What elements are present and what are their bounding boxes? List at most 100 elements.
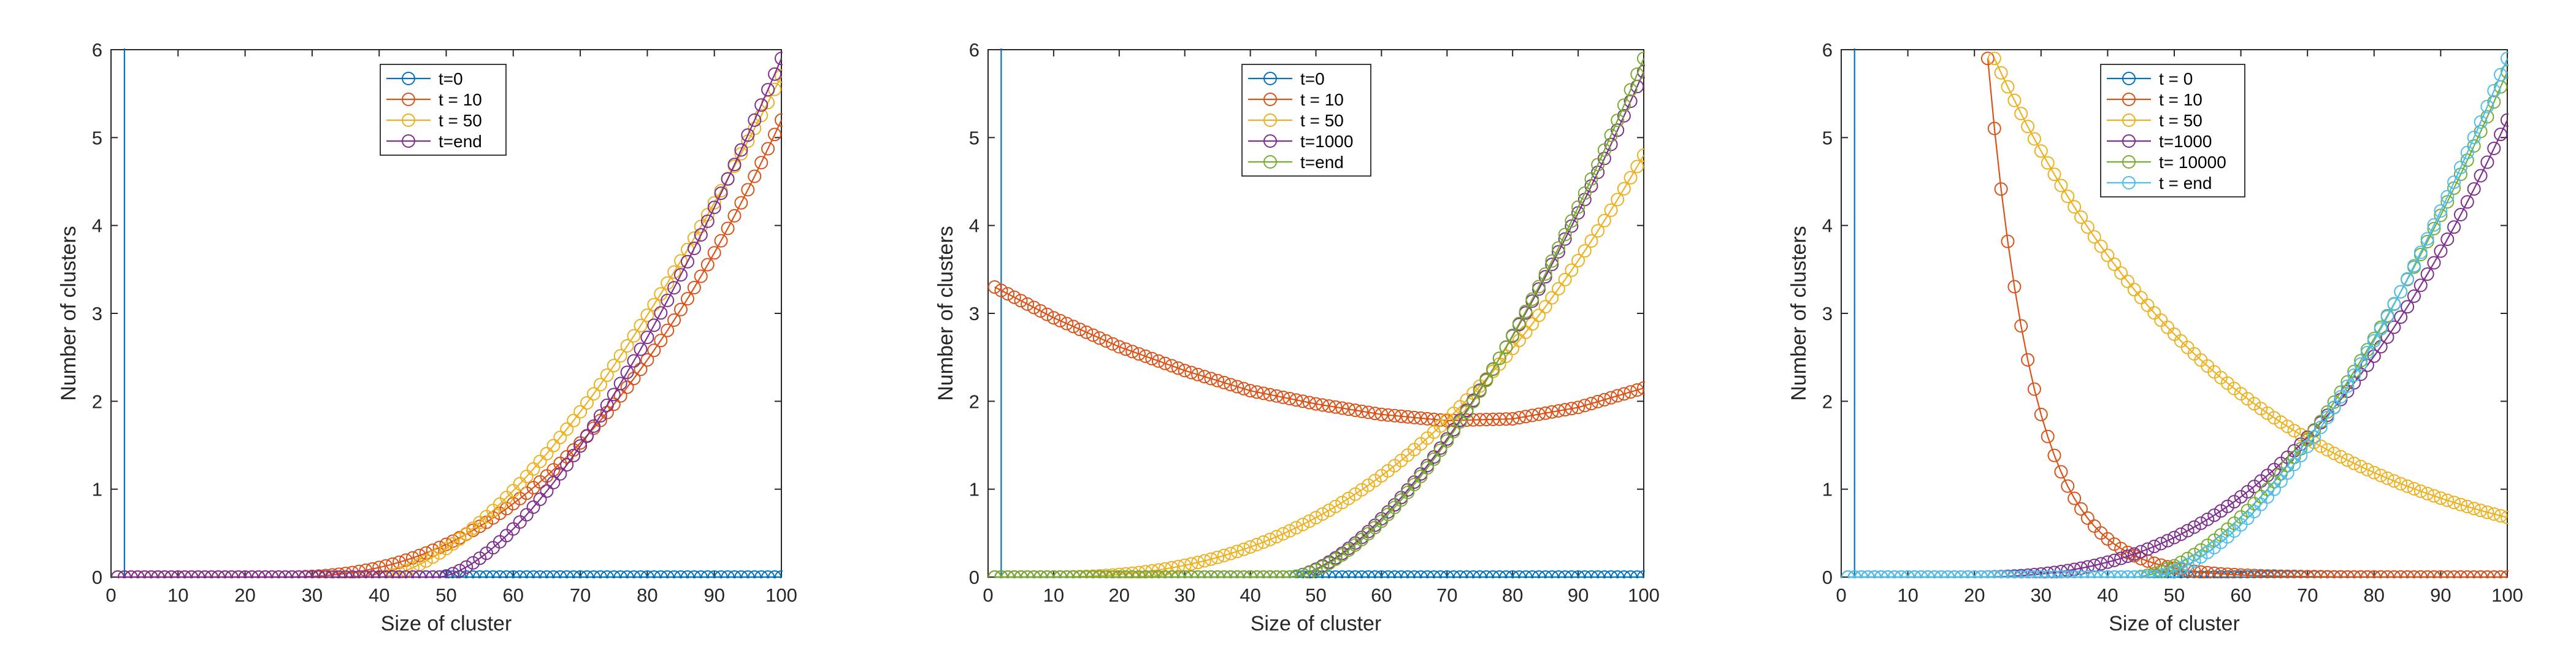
data-point	[1934, 570, 1948, 578]
data-point	[1158, 356, 1172, 370]
data-point	[2220, 570, 2234, 578]
data-point	[2434, 570, 2448, 578]
data-point	[231, 570, 245, 578]
data-point	[393, 555, 406, 569]
data-point	[2347, 376, 2361, 390]
data-point	[446, 537, 460, 551]
y-tick-label: 2	[1822, 391, 1833, 412]
data-point	[640, 353, 654, 367]
x-tick-label: 100	[2491, 584, 2523, 606]
data-point	[2201, 512, 2215, 526]
data-point	[2114, 266, 2128, 280]
data-point	[580, 429, 594, 443]
data-point	[620, 570, 634, 578]
data-point	[1611, 113, 1625, 128]
data-point	[2374, 469, 2388, 483]
data-point	[2161, 534, 2175, 548]
data-point	[2168, 564, 2181, 578]
data-point	[2068, 491, 2082, 505]
data-point	[513, 477, 527, 491]
x-axis-label: Size of cluster	[381, 612, 512, 635]
data-point	[2034, 144, 2048, 158]
data-point	[1571, 200, 1585, 214]
x-tick-label: 10	[167, 584, 188, 606]
data-point	[2354, 357, 2368, 371]
data-point	[1407, 410, 1421, 424]
x-tick-label: 20	[1109, 584, 1130, 606]
data-point	[2367, 570, 2381, 578]
data-point	[2394, 570, 2408, 578]
data-point	[117, 570, 131, 578]
x-tick-label: 20	[234, 584, 255, 606]
data-point	[1558, 228, 1572, 242]
data-point	[1302, 514, 1316, 528]
data-point	[1171, 559, 1185, 573]
x-tick-label: 80	[2364, 584, 2385, 606]
data-point	[238, 570, 252, 578]
data-point	[278, 570, 293, 578]
data-point	[1289, 393, 1303, 407]
data-point	[372, 570, 386, 578]
data-point	[2034, 407, 2048, 421]
data-point	[1250, 538, 1264, 551]
data-point	[1552, 245, 1565, 259]
data-point	[473, 519, 487, 534]
data-point	[372, 561, 386, 575]
data-point	[2121, 549, 2134, 563]
data-point	[1328, 552, 1343, 566]
data-point	[1335, 570, 1349, 578]
data-point	[2007, 280, 2022, 294]
data-point	[493, 507, 507, 521]
data-point	[1282, 392, 1297, 405]
x-tick-label: 100	[1628, 584, 1660, 606]
data-point	[1355, 570, 1369, 578]
data-point	[741, 570, 755, 578]
data-point	[2454, 161, 2467, 175]
data-point	[2007, 93, 2022, 107]
data-point	[2334, 570, 2348, 578]
data-point	[1165, 561, 1179, 575]
data-point	[687, 570, 701, 578]
data-point	[1263, 532, 1277, 546]
data-point	[2061, 190, 2075, 204]
data-point	[546, 570, 561, 578]
data-point	[1584, 570, 1598, 578]
data-point	[620, 366, 634, 380]
data-point	[1138, 349, 1152, 363]
data-point	[473, 551, 487, 565]
data-point	[1106, 570, 1120, 578]
data-point	[1021, 297, 1035, 311]
data-point	[1499, 412, 1513, 426]
data-point	[2147, 567, 2161, 578]
data-point	[1204, 570, 1218, 578]
data-point	[1224, 546, 1238, 561]
series-2	[988, 280, 1645, 427]
data-point	[1243, 384, 1257, 398]
data-point	[1447, 424, 1460, 438]
data-point	[2380, 570, 2394, 578]
y-tick-label: 0	[969, 567, 979, 588]
y-axis-label: Number of clusters	[57, 226, 80, 400]
data-point	[2407, 482, 2421, 496]
data-point	[754, 570, 769, 578]
data-point	[1282, 524, 1297, 538]
data-point	[2447, 570, 2461, 578]
data-point	[2467, 131, 2481, 145]
data-point	[1854, 570, 1868, 578]
data-point	[2347, 368, 2361, 382]
data-point	[1236, 570, 1251, 578]
y-tick-label: 3	[969, 303, 979, 324]
data-point	[2427, 221, 2441, 235]
data-point	[1348, 570, 1362, 578]
data-point	[1894, 570, 1908, 578]
legend: t = 0 t = 10 t = 50 t=1000 t= 10000 t = end	[2100, 64, 2245, 197]
data-point	[318, 570, 332, 578]
data-point	[2168, 559, 2181, 573]
data-point	[694, 220, 708, 234]
data-point	[1427, 570, 1441, 578]
data-point	[533, 492, 547, 507]
y-tick-label: 6	[1822, 39, 1833, 61]
data-point	[1630, 570, 1644, 578]
data-point	[761, 83, 775, 97]
data-point	[2114, 570, 2128, 578]
